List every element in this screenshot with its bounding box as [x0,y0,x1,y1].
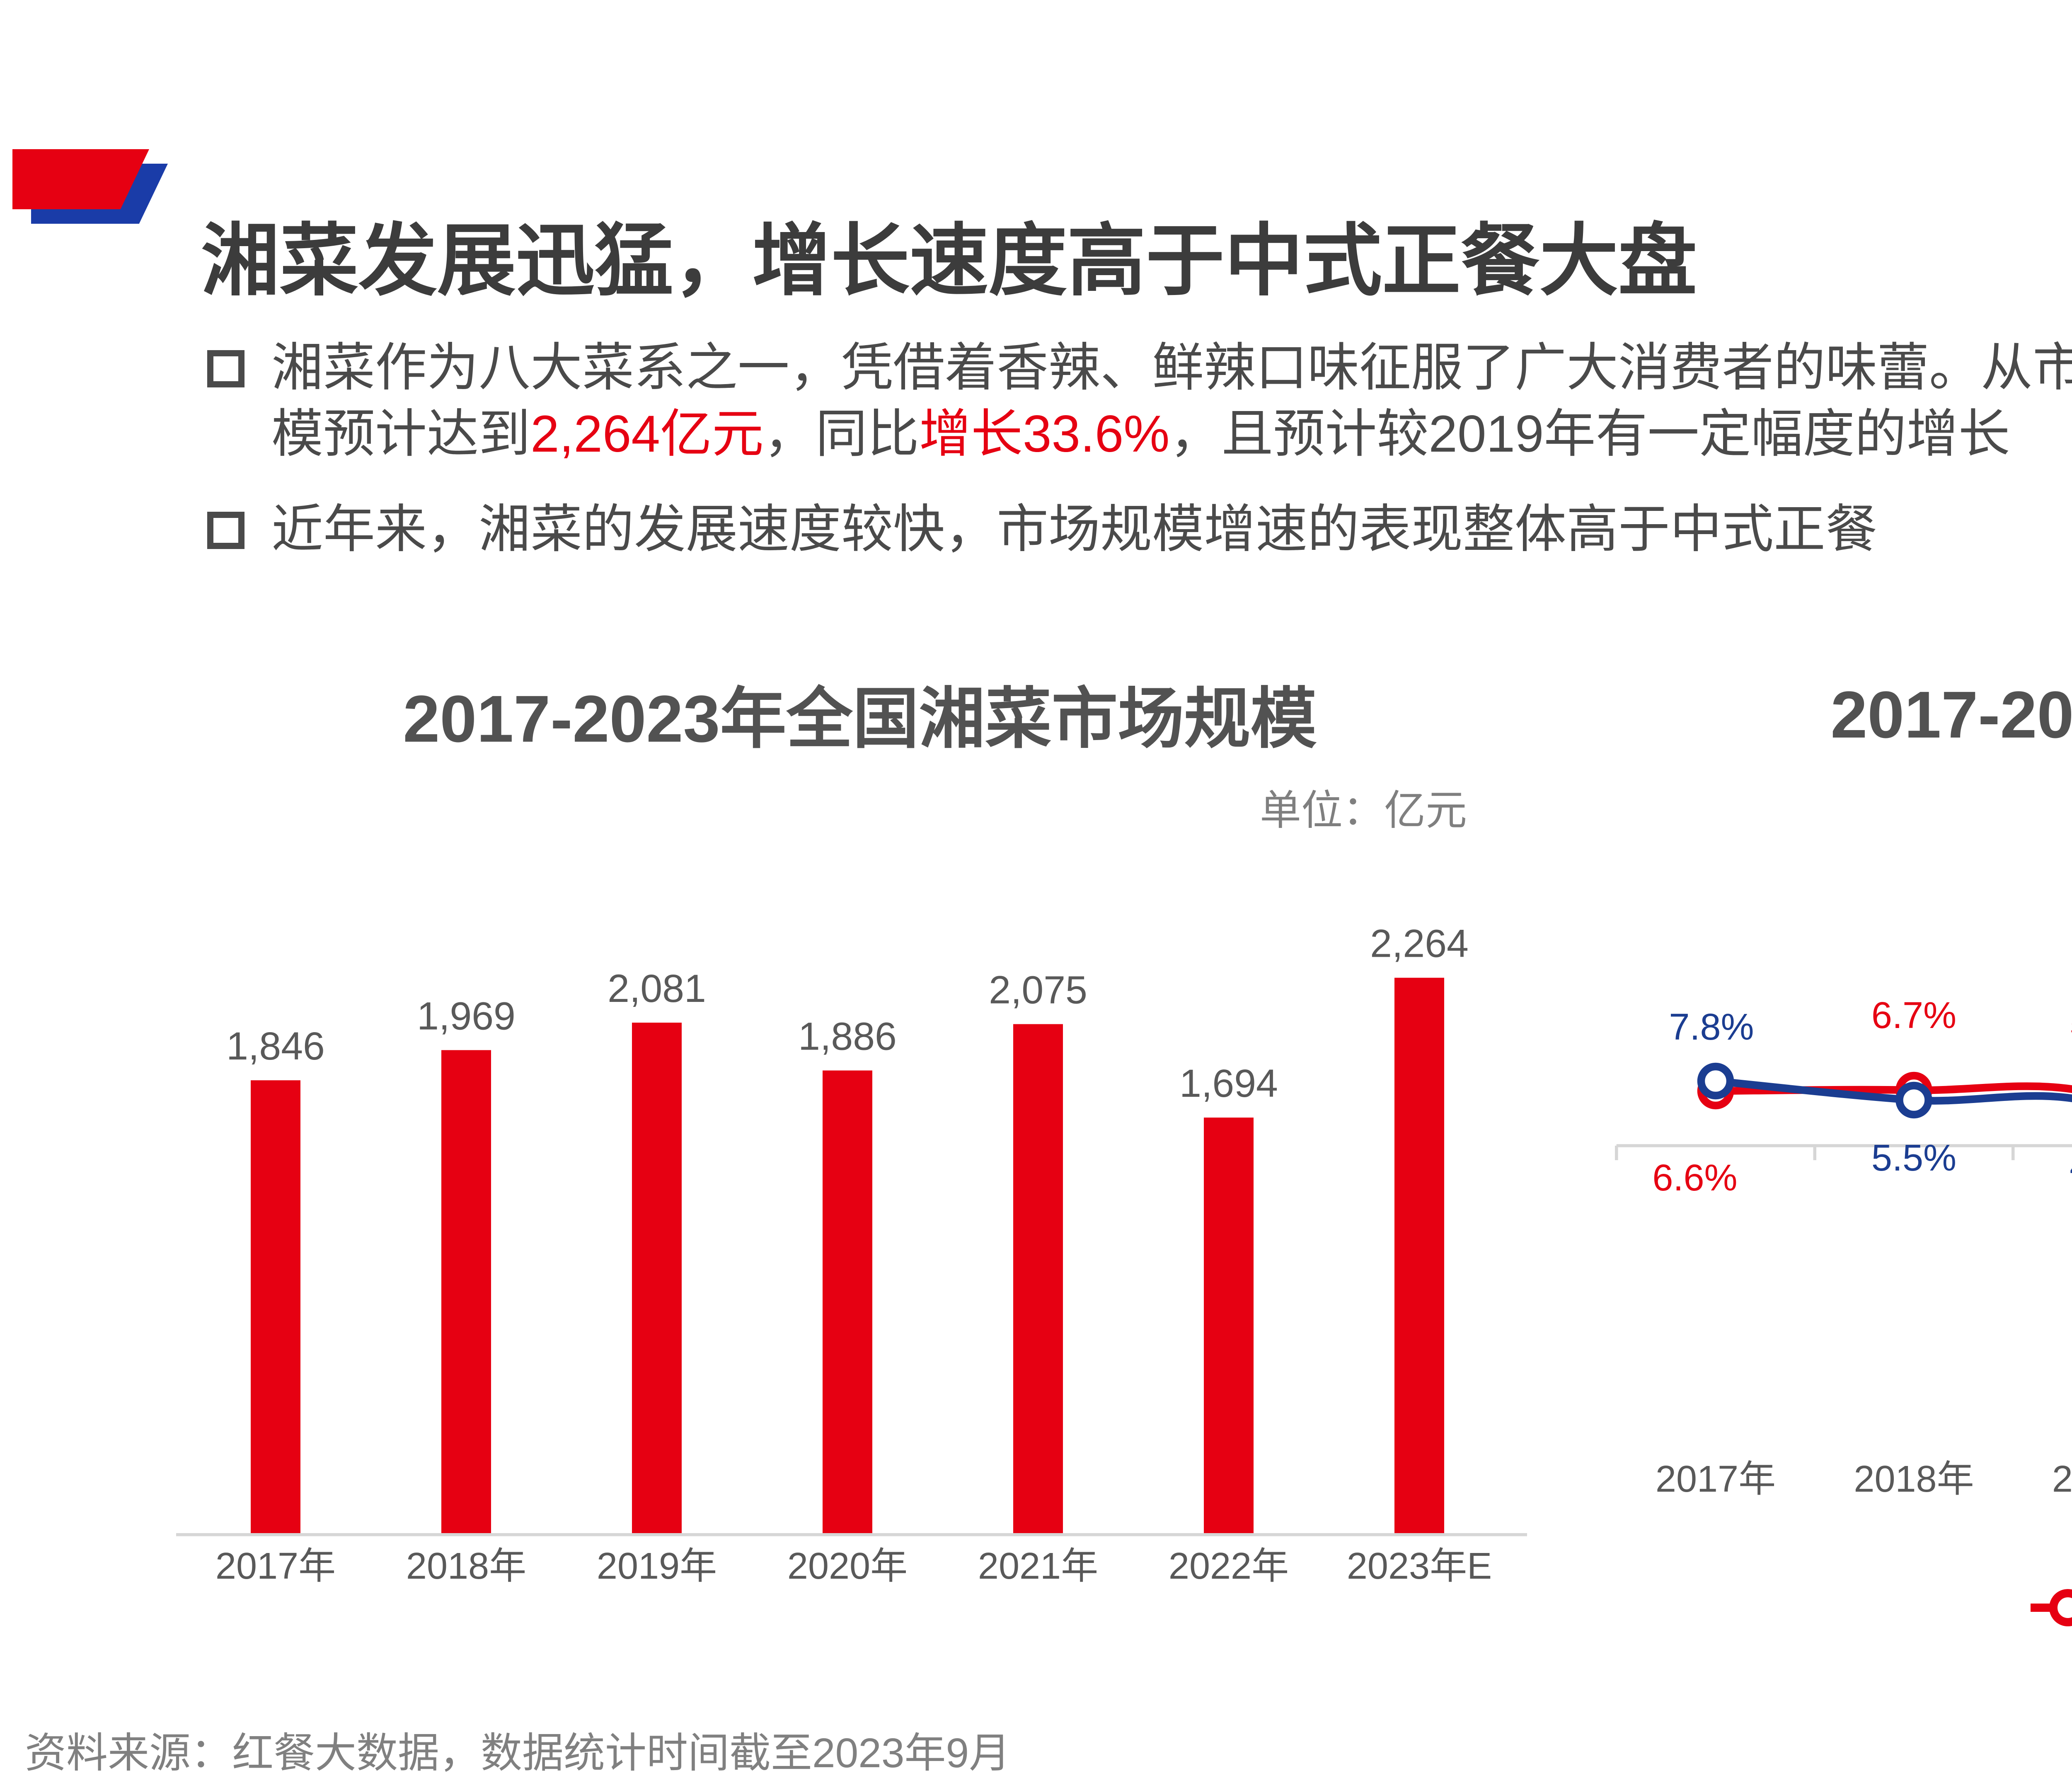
body-text: ，且预计较2019年有一定幅度的增长 [1169,406,2010,464]
highlighted-text: 2,264亿元 [530,406,764,464]
source-note: 资料来源：红餐大数据，数据统计时间截至2023年9月 [25,1732,1011,1778]
bullet-list: 湘菜作为八大菜系之一，凭借着香辣、鲜辣口味征服了广大消费者的味蕾。从市场规模上看… [207,336,2072,564]
body-text: ，同比 [763,406,919,464]
bullet-text: 近年来，湘菜的发展速度较快，市场规模增速的表现整体高于中式正餐 [271,497,1877,564]
bar-value-label: 2,075 [989,968,1087,1012]
growth-line-chart: 6.6%6.7%5.7%-9.4%10.0%-18.4%33.6%7.8%5.5… [1595,808,2072,1533]
data-label: 5.7% [2070,1003,2072,1045]
bar [1204,1118,1254,1533]
data-label: 6.7% [1871,995,1956,1036]
x-axis-label: 2018年 [1854,1459,1974,1500]
bar [251,1080,300,1533]
body-text: 近年来，湘菜的发展速度较快，市场规模增速的表现整体高于中式正餐 [271,501,1878,559]
data-label: 4.5% [2070,1146,2072,1187]
x-axis-label: 2019年 [597,1546,717,1587]
x-axis-label: 2017年 [1656,1459,1776,1500]
square-bullet-icon [207,350,244,387]
bar-value-label: 2,081 [608,967,706,1011]
bar-value-label: 1,886 [798,1014,897,1058]
bar [441,1050,491,1533]
series-line [1711,1082,2072,1095]
bar [1013,1024,1063,1533]
highlighted-text: 增长33.6% [919,406,1170,464]
x-axis-label: 2018年 [406,1546,526,1587]
data-point-marker [1895,1081,1932,1119]
data-point-marker [1697,1062,1734,1100]
series-line [1711,1077,2072,1105]
data-label: 5.5% [1871,1137,1956,1179]
bullet-item: 湘菜作为八大菜系之一，凭借着香辣、鲜辣口味征服了广大消费者的味蕾。从市场规模上看… [207,336,2072,468]
x-axis-label: 2021年 [978,1546,1098,1587]
x-axis-label: 2017年 [215,1546,336,1587]
bar-chart-unit-label: 单位：亿元 [1260,789,1467,835]
x-axis-label: 2020年 [787,1546,908,1587]
bar-value-label: 1,846 [226,1024,325,1068]
bullet-text: 湘菜作为八大菜系之一，凭借着香辣、鲜辣口味征服了广大消费者的味蕾。从市场规模上看… [271,336,2072,468]
bar-chart-title: 2017-2023年全国湘菜市场规模 [403,680,1317,755]
x-axis-label: 2022年 [1169,1546,1289,1587]
bar-value-label: 2,264 [1370,922,1469,966]
line-chart-legend: 湘菜中式正餐 [1595,1581,2072,1635]
legend-item: 湘菜 [2031,1581,2072,1635]
bar-value-label: 1,694 [1179,1062,1278,1105]
data-label: 6.6% [1652,1157,1737,1199]
x-axis-label: 2019年 [2052,1459,2072,1500]
body-text: 湘菜作为八大菜系之一，凭借着香辣、鲜辣口味征服了广大消费者的味蕾。从市场规模上看… [271,340,2072,464]
x-axis-label: 2023年E [1347,1546,1492,1587]
bar [1394,977,1444,1533]
bar [823,1070,872,1533]
data-label: 7.8% [1669,1006,1754,1048]
hunan-market-bar-chart: 1,846 2017年 1,969 2018年 2,081 2019年 1,886 2020年… [176,880,1544,1610]
page-title: 湘菜发展迅猛，增长速度高于中式正餐大盘 [201,220,1697,308]
legend-marker-icon [2031,1589,2072,1626]
line-chart-title-line1: 2017-2023年全国湘菜和中式正餐 [1830,676,2072,751]
bar [632,1023,682,1533]
legend-ring-icon [2049,1589,2072,1626]
bar-value-label: 1,969 [417,994,516,1038]
line-chart-title: 2017-2023年全国湘菜和中式正餐 市场规模增速 [1595,668,2072,851]
bullet-item: 近年来，湘菜的发展速度较快，市场规模增速的表现整体高于中式正餐 [207,497,2072,564]
square-bullet-icon [207,512,244,549]
